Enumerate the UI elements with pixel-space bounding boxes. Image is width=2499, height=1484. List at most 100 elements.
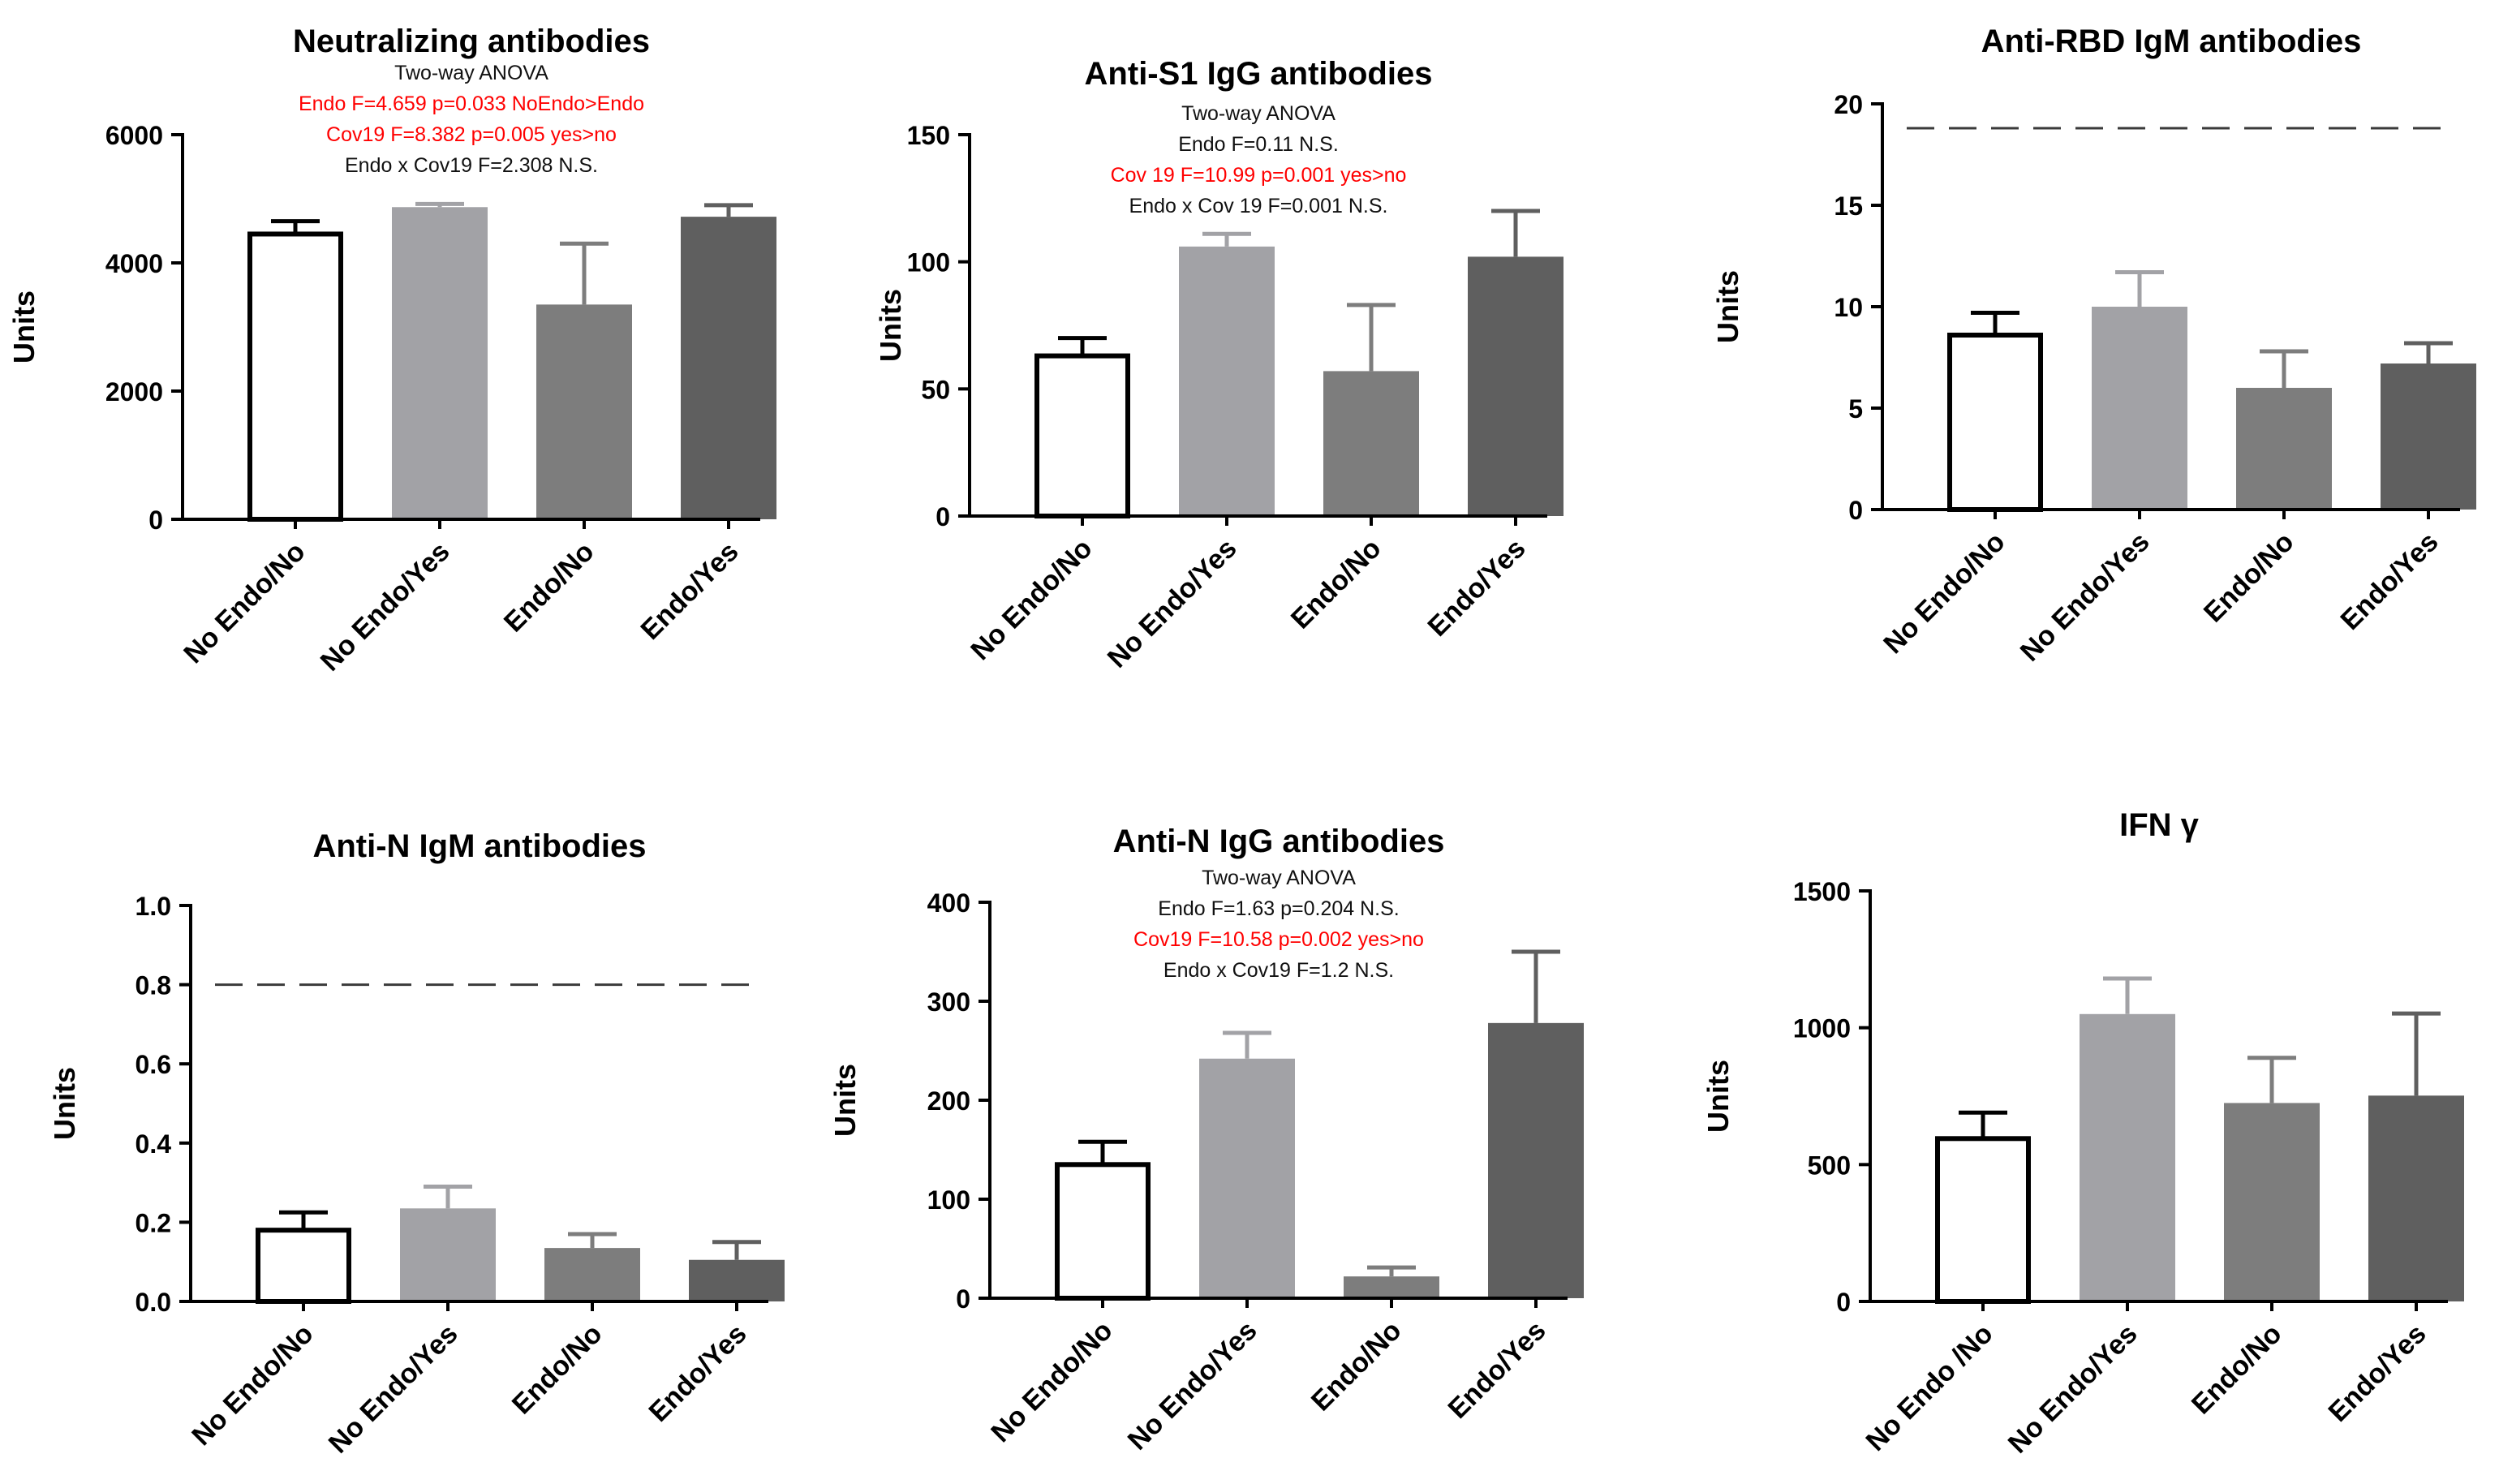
chart-panel: Anti-N IgM antibodies Units No Endo/No No E… (48, 828, 785, 1460)
y-tick-label: 4000 (105, 249, 163, 278)
anova-annotation: Endo x Cov19 F=2.308 N.S. (345, 154, 598, 177)
x-tick-label: No Endo /No (1860, 1318, 1999, 1457)
x-tick-label: Endo/Yes (2323, 1318, 2432, 1428)
bar (1488, 1022, 1584, 1298)
bar (681, 217, 776, 519)
y-tick-label: 0.8 (135, 971, 171, 1000)
y-tick-label: 0.6 (135, 1050, 171, 1079)
x-tick-label: Endo/No (506, 1318, 609, 1421)
bar (400, 1208, 496, 1301)
x-tick-label: No Endo/No (985, 1315, 1118, 1448)
chart-title: Anti-S1 IgG antibodies (1085, 56, 1433, 92)
y-tick-label: 100 (927, 1185, 970, 1215)
chart-title: Anti-N IgM antibodies (312, 828, 646, 864)
x-tick-label: Endo/Yes (635, 536, 745, 646)
bar (2236, 388, 2332, 510)
bar (1323, 371, 1419, 516)
y-axis-label: Units (1701, 1060, 1735, 1133)
anova-annotation: Endo x Cov19 F=1.2 N.S. (1163, 959, 1394, 982)
bar (1034, 353, 1130, 518)
x-tick-label: No Endo/No (178, 536, 311, 669)
x-tick-label: No Endo/Yes (323, 1318, 464, 1460)
x-tick-label: Endo/Yes (2335, 527, 2445, 636)
anova-annotation: Endo F=4.659 p=0.033 NoEndo>Endo (299, 92, 644, 115)
y-axis-label: Units (7, 290, 41, 363)
y-tick-label: 100 (907, 248, 950, 277)
chart-title: Neutralizing antibodies (293, 24, 650, 59)
y-axis-label: Units (48, 1067, 81, 1140)
y-axis-label: Units (874, 289, 907, 362)
anova-annotation: Endo F=1.63 p=0.204 N.S. (1158, 897, 1399, 920)
bar (544, 1248, 640, 1301)
bar (1055, 1162, 1151, 1301)
chart-title: Anti-N IgG antibodies (1113, 824, 1445, 859)
bar (2381, 363, 2476, 510)
bar (1947, 333, 2043, 512)
anova-annotation: Two-way ANOVA (394, 62, 548, 84)
y-tick-label: 0 (148, 505, 163, 535)
chart-panel: IFN γ Units No Endo /No No Endo/Yes Endo/No E… (1701, 807, 2464, 1460)
x-tick-label: No Endo/Yes (315, 536, 456, 677)
y-tick-label: 6000 (105, 121, 163, 150)
chart-title: Anti-RBD IgM antibodies (1981, 24, 2362, 59)
chart-panel: Anti-RBD IgM antibodies Units No Endo/No No… (1711, 24, 2476, 668)
x-tick-label: Endo/No (2198, 527, 2300, 629)
anova-annotation: Two-way ANOVA (1181, 102, 1336, 125)
x-tick-label: Endo/Yes (1422, 533, 1532, 643)
y-tick-label: 2000 (105, 377, 163, 406)
bar (1344, 1276, 1439, 1298)
y-tick-label: 10 (1834, 293, 1863, 322)
y-tick-label: 1500 (1793, 877, 1851, 906)
anova-annotation: Cov 19 F=10.99 p=0.001 yes>no (1111, 164, 1407, 187)
anova-annotation: Endo F=0.11 N.S. (1178, 133, 1339, 156)
bar (1468, 256, 1563, 516)
bar (1199, 1058, 1295, 1298)
anova-annotation: Endo x Cov 19 F=0.001 N.S. (1129, 195, 1388, 217)
y-tick-label: 0 (1836, 1288, 1851, 1317)
x-tick-label: Endo/Yes (1443, 1315, 1552, 1425)
y-tick-label: 200 (927, 1086, 970, 1116)
y-tick-label: 1.0 (135, 892, 171, 921)
x-tick-label: No Endo/Yes (2015, 527, 2156, 668)
x-tick-label: Endo/No (1285, 533, 1387, 635)
x-tick-label: No Endo/Yes (2002, 1318, 2144, 1460)
bar (2080, 1013, 2175, 1301)
y-tick-label: 300 (927, 987, 970, 1017)
x-tick-label: No Endo/No (965, 533, 1098, 666)
x-tick-label: No Endo/No (1877, 527, 2011, 660)
anova-annotation: Two-way ANOVA (1202, 867, 1356, 889)
y-tick-label: 0.4 (135, 1129, 172, 1159)
bar (2368, 1095, 2464, 1301)
bar (1179, 246, 1275, 516)
chart-title: IFN γ (2119, 807, 2200, 843)
bar (256, 1228, 351, 1305)
y-tick-label: 1000 (1793, 1014, 1851, 1043)
y-tick-label: 15 (1834, 191, 1863, 221)
y-tick-label: 50 (921, 375, 950, 404)
y-axis-label: Units (1711, 270, 1744, 343)
x-tick-label: Endo/Yes (643, 1318, 753, 1428)
bar (1935, 1136, 2031, 1304)
x-tick-label: No Endo/No (186, 1318, 319, 1452)
anova-annotation: Cov19 F=10.58 p=0.002 yes>no (1133, 928, 1424, 951)
bar (2224, 1103, 2320, 1301)
y-tick-label: 400 (927, 888, 970, 918)
x-tick-label: Endo/No (1305, 1315, 1408, 1417)
anova-annotation: Cov19 F=8.382 p=0.005 yes>no (326, 123, 617, 146)
chart-panel: Neutralizing antibodies Units No Endo/No No… (7, 24, 776, 677)
y-tick-label: 0.2 (135, 1208, 171, 1237)
y-tick-label: 0.0 (135, 1288, 171, 1317)
y-tick-label: 0 (956, 1284, 970, 1314)
bar (536, 304, 632, 519)
x-tick-label: No Endo/Yes (1122, 1315, 1263, 1456)
bar (247, 231, 343, 522)
y-tick-label: 5 (1848, 394, 1863, 424)
x-tick-label: Endo/No (2186, 1318, 2288, 1421)
bar (2092, 307, 2187, 510)
y-axis-label: Units (828, 1064, 862, 1137)
chart-panel: Anti-S1 IgG antibodies Units No Endo/No No … (874, 56, 1563, 674)
y-tick-label: 150 (907, 121, 950, 150)
y-tick-label: 0 (936, 502, 950, 531)
bar (689, 1259, 785, 1301)
